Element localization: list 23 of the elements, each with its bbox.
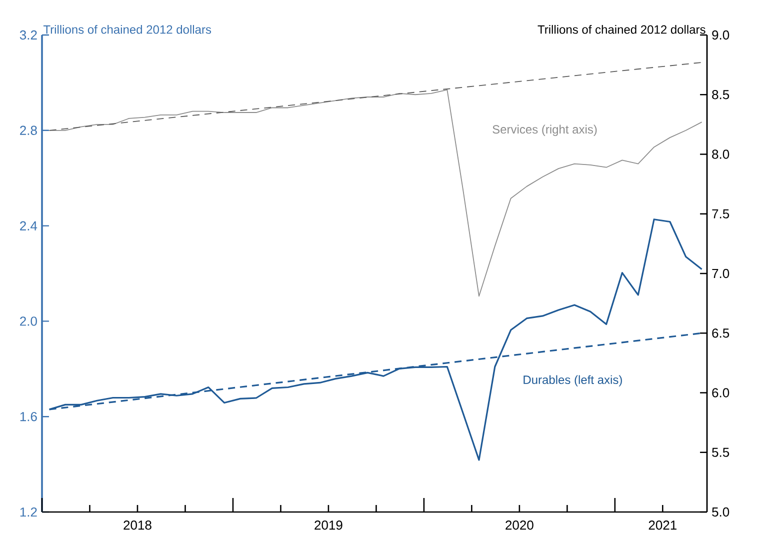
text: Durables (left axis): [524, 375, 622, 386]
y2-tick-label: 8.5: [712, 90, 730, 100]
x-tick-label: 2019: [314, 520, 342, 530]
x-tick-label: 2021: [648, 520, 676, 530]
y2-axis-title: Trillions of chained 2012 dollars: [538, 24, 706, 34]
y2-tick-label: 5.5: [712, 448, 730, 457]
y-tick-label: 2.0: [20, 316, 37, 326]
y2-tick-label: 5.0: [712, 507, 730, 517]
y-tick-label: 2.4: [20, 221, 38, 230]
y-tick-label: 1.2: [20, 507, 37, 517]
x-tick-label: 2020: [506, 520, 534, 530]
y2-tick-label: 6.5: [712, 328, 730, 338]
y2-tick-label: 7.0: [712, 268, 730, 278]
x-tick-label: 2018: [124, 520, 152, 530]
y2-tick-label: 7.5: [712, 209, 730, 218]
y2-tick-label: 9.0: [712, 30, 730, 40]
text: Services (right axis): [492, 124, 597, 136]
y2-tick-label: 6.0: [712, 388, 730, 398]
y-tick-label: 3.2: [20, 30, 37, 40]
y-tick-label: 2.8: [20, 126, 37, 135]
y2-tick-label: 8.0: [712, 150, 730, 159]
y-axis-title: Trillions of chained 2012 dollars: [43, 24, 212, 34]
y-tick-label: 1.6: [20, 412, 37, 422]
